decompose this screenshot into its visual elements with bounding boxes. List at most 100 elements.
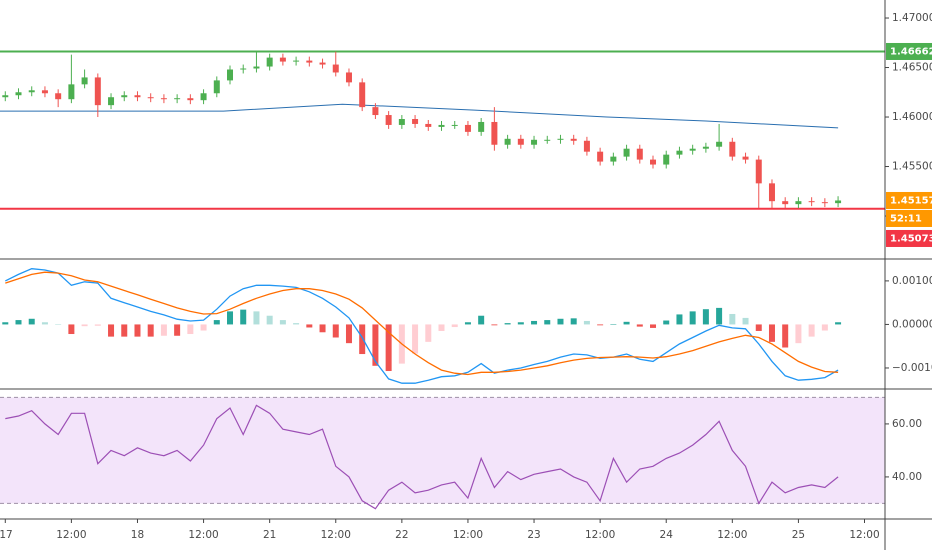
price-label-box: [886, 191, 932, 209]
candle-body: [293, 60, 300, 62]
x-tick-label: 25: [792, 529, 805, 541]
candle-body: [359, 82, 366, 108]
y-tick-label: −0.00100: [892, 362, 932, 374]
candle-body: [702, 146, 709, 149]
candle-body: [742, 156, 749, 160]
candle-body: [676, 150, 683, 155]
histogram-bar: [253, 311, 260, 325]
candle-body: [636, 148, 643, 160]
candle-body: [478, 121, 485, 132]
histogram-bar: [583, 320, 590, 325]
candle-body: [266, 57, 273, 67]
histogram-bar: [636, 324, 643, 327]
candle-body: [134, 95, 141, 98]
histogram-bar: [134, 324, 141, 337]
price-label-box: [886, 229, 932, 247]
candle-body: [121, 95, 128, 98]
histogram-bar: [55, 324, 62, 325]
moving-average: [0, 103, 839, 129]
candle-body: [650, 159, 657, 165]
y-tick-label: 0.00000: [892, 318, 932, 330]
candle-body: [544, 139, 551, 141]
candle-body: [755, 159, 762, 184]
x-tick-label: 17: [0, 529, 13, 541]
histogram-bar: [544, 320, 551, 325]
histogram-bar: [94, 324, 101, 326]
y-tick-label: 1.46000: [892, 111, 932, 123]
candle-body: [438, 124, 445, 127]
y-tick-label: 60.00: [892, 418, 922, 430]
candle-body: [597, 151, 604, 162]
histogram-bar: [821, 324, 828, 331]
histogram-bar: [68, 324, 75, 335]
y-tick-label: 1.46500: [892, 62, 932, 74]
candle-body: [81, 77, 88, 85]
histogram-bar: [293, 323, 300, 325]
candle-body: [385, 115, 392, 125]
x-tick-label: 24: [660, 529, 674, 541]
candle-body: [68, 84, 75, 100]
histogram-bar: [213, 320, 220, 325]
candle-body: [345, 72, 352, 83]
price-label: 1.45073: [890, 233, 932, 244]
histogram-bar: [517, 322, 524, 325]
candle-body: [663, 154, 670, 165]
candle-body: [28, 90, 35, 93]
candle-body: [782, 201, 789, 205]
signal-line: [5, 271, 839, 376]
histogram-bar: [332, 324, 339, 338]
y-tick-label: 1.45500: [892, 161, 932, 173]
candle-body: [464, 124, 471, 132]
histogram-bar: [531, 320, 538, 325]
candle-body: [689, 148, 696, 151]
histogram-bar: [200, 324, 207, 331]
candle-body: [319, 62, 326, 65]
histogram-bar: [412, 324, 419, 354]
histogram-bar: [623, 321, 630, 325]
histogram-bar: [174, 324, 181, 336]
histogram-bar: [28, 318, 35, 325]
candle-body: [174, 98, 181, 100]
candle-body: [240, 68, 247, 70]
candle-body: [729, 141, 736, 157]
price-label: 1.45157: [890, 195, 932, 206]
macd-line: [5, 268, 839, 384]
x-tick-label: 21: [263, 529, 276, 541]
histogram-bar: [782, 324, 789, 348]
candle-body: [531, 139, 538, 145]
candle-body: [94, 77, 101, 106]
histogram-bar: [345, 324, 352, 344]
candle-body: [835, 200, 842, 204]
candle-body: [306, 60, 313, 63]
candle-body: [372, 107, 379, 116]
histogram-bar: [372, 324, 379, 366]
histogram-bar: [729, 313, 736, 325]
price-label: 52:11: [890, 213, 922, 224]
x-tick-label: 12:00: [188, 529, 218, 541]
x-tick-label: 12:00: [717, 529, 747, 541]
candle-body: [213, 80, 220, 94]
candle-body: [504, 138, 511, 145]
candle-body: [253, 66, 260, 69]
histogram-bar: [147, 324, 154, 337]
histogram-bar: [359, 324, 366, 355]
histogram-bar: [2, 322, 9, 325]
histogram-bar: [491, 324, 498, 326]
candle-body: [2, 95, 9, 98]
histogram-bar: [716, 307, 723, 325]
histogram-bar: [41, 322, 48, 325]
histogram-bar: [266, 315, 273, 325]
x-tick-label: 12:00: [585, 529, 615, 541]
x-tick-label: 12:00: [453, 529, 483, 541]
histogram-bar: [795, 324, 802, 344]
histogram-bar: [478, 315, 485, 325]
candle-body: [41, 90, 48, 94]
candle-body: [623, 148, 630, 157]
histogram-bar: [464, 322, 471, 325]
candle-body: [425, 123, 432, 127]
price-label: 1.46662: [890, 46, 932, 57]
candle-body: [808, 201, 815, 203]
histogram-bar: [835, 322, 842, 325]
candle-body: [821, 202, 828, 204]
histogram-bar: [187, 324, 194, 335]
